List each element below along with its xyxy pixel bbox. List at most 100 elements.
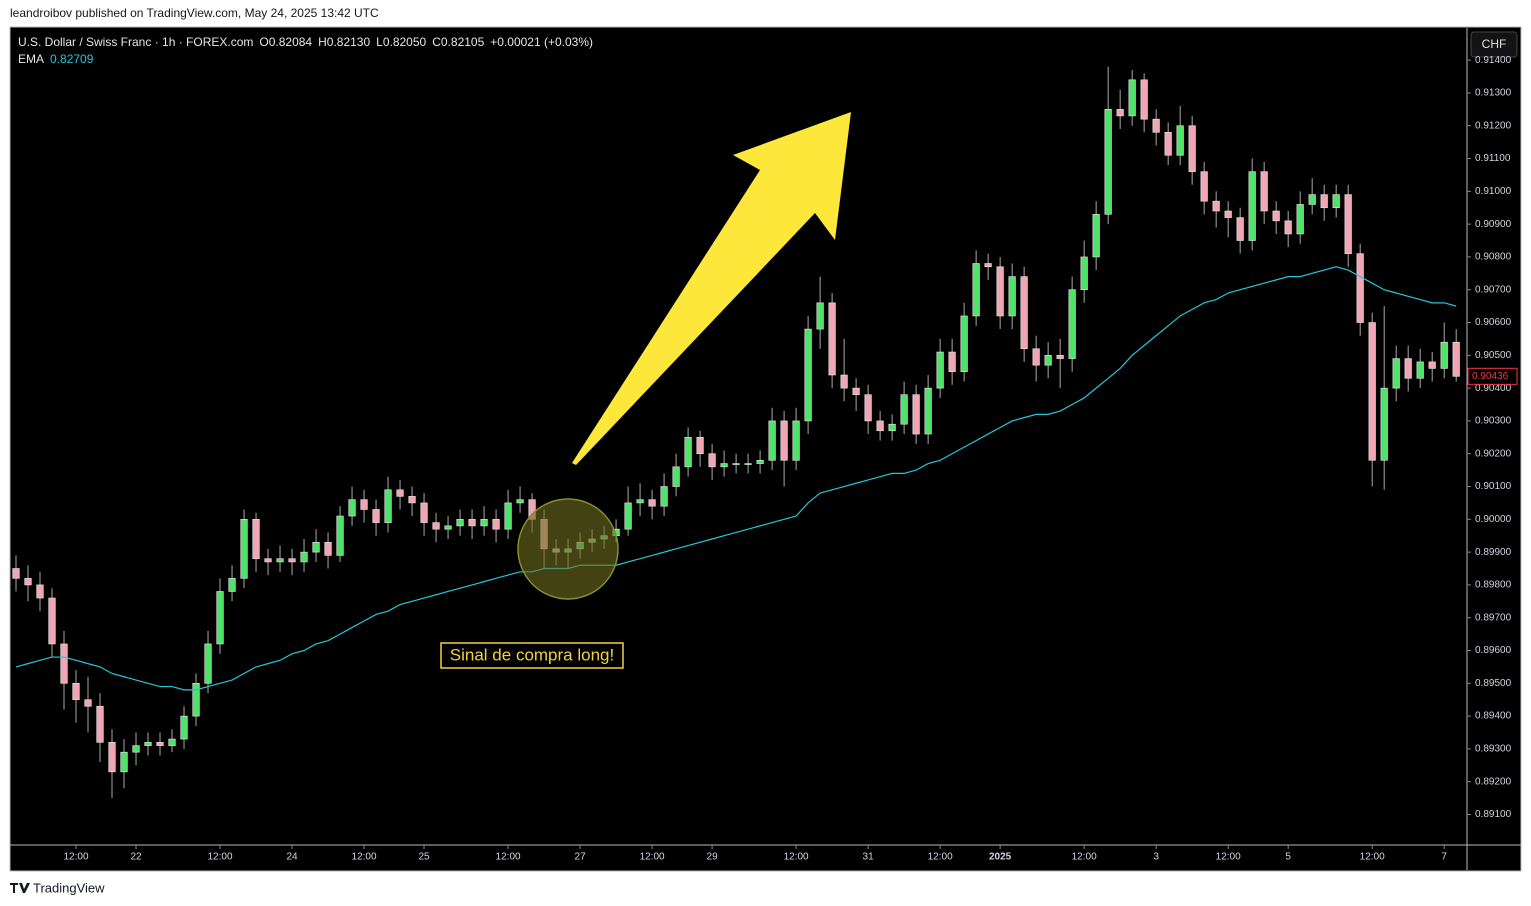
y-tick-label: 0.89400 [1475,711,1512,722]
candle-body [1116,109,1124,117]
x-tick-label: 27 [575,852,587,863]
candle-body [1344,194,1352,254]
y-tick-label: 0.89300 [1475,744,1512,755]
currency-button[interactable] [1470,31,1518,58]
ema-value: 0.82709 [50,52,94,66]
candle-body [60,643,68,684]
x-tick-label: 5 [1285,852,1291,863]
y-tick-label: 0.89900 [1475,547,1512,558]
candle-body [1176,125,1184,156]
ema-line [15,266,1457,691]
candle-body [120,751,128,773]
y-tick-label: 0.90000 [1475,514,1512,525]
x-tick-label: 25 [418,852,430,863]
candle-body [1368,322,1376,461]
y-tick-label: 0.90400 [1475,383,1512,394]
candle-body [1296,204,1304,235]
x-tick-label: 22 [130,852,142,863]
ohlc-value: C0.82105 [432,35,485,49]
y-tick-label: 0.90200 [1475,448,1512,459]
symbol-line: U.S. Dollar / Swiss Franc · 1h · FOREX.c… [18,34,599,51]
x-tick-label: 29 [707,852,719,863]
candle-body [1068,289,1076,359]
last-price-label: 0.90436 [1472,371,1509,382]
candle-body [1320,194,1328,209]
candle-body [1356,253,1364,323]
candle-body [168,738,176,746]
candle-body [1248,171,1256,241]
candle-body [504,502,512,530]
candle-body [444,525,452,530]
candle-body [792,420,800,461]
legend: U.S. Dollar / Swiss Franc · 1h · FOREX.c… [18,34,599,68]
candle-body [1200,171,1208,202]
x-tick-label: 12:00 [208,852,233,863]
x-tick-label: 12:00 [63,852,88,863]
candle-body [1416,361,1424,379]
publisher-line: leandroibov published on TradingView.com… [10,6,379,20]
ema-line: EMA 0.82709 [18,51,599,68]
y-tick-label: 0.91400 [1475,55,1512,66]
candle-body [48,597,56,645]
x-tick-label: 3 [1153,852,1159,863]
currency[interactable]: CHF [1482,37,1507,51]
candle-body [84,699,92,707]
candle-body [936,351,944,389]
candle-body [516,499,524,504]
candle-body [744,463,752,465]
candle-body [696,437,704,455]
candle-body [24,578,32,586]
candle-body [1188,125,1196,172]
candle-body [408,496,416,504]
candle-body [36,584,44,599]
candle-body [1044,355,1052,366]
candle-body [240,519,248,579]
candle-body [1104,109,1112,215]
candle-body [1392,358,1400,389]
candle-body [492,519,500,530]
candle-body [1056,355,1064,359]
candle-body [1272,210,1280,222]
x-tick-label: 31 [863,852,875,863]
candle-body [1212,200,1220,212]
candle-body [312,541,320,553]
candle-body [1236,217,1244,241]
annotation-box [440,642,624,669]
candle-body [204,643,212,684]
candle-body [336,515,344,556]
candle-body [1080,256,1088,291]
y-tick-label: 0.89500 [1475,678,1512,689]
candle-body [720,463,728,468]
candle-body [780,420,788,461]
candle-body [756,459,764,464]
y-tick-label: 0.90300 [1475,416,1512,427]
highlight-circle [517,498,619,600]
candle-body [1452,341,1460,377]
x-tick-label: 12:00 [1072,852,1097,863]
y-tick-label: 0.89600 [1475,645,1512,656]
candle-body [1332,194,1340,209]
candle-body [456,519,464,527]
y-tick-label: 0.89800 [1475,580,1512,591]
candle-body [984,263,992,268]
candle-body [660,486,668,507]
candle-body [960,315,968,373]
x-tick-label: 12:00 [496,852,521,863]
candle-body [1260,171,1268,212]
x-tick-label: 12:00 [352,852,377,863]
candle-body [684,437,692,468]
candle-body [156,742,164,746]
x-tick-label: 2025 [989,852,1012,863]
candle-body [348,499,356,517]
y-tick-label: 0.90100 [1475,481,1512,492]
candle-body [1020,276,1028,350]
candle-body [432,522,440,530]
arrow [572,112,851,465]
x-tick-label: 12:00 [928,852,953,863]
candle-body [1308,194,1316,205]
candle-body [288,558,296,563]
candle-body [468,519,476,527]
candle-body [276,558,284,563]
candle-body [1092,213,1100,258]
candle-body [828,302,836,376]
